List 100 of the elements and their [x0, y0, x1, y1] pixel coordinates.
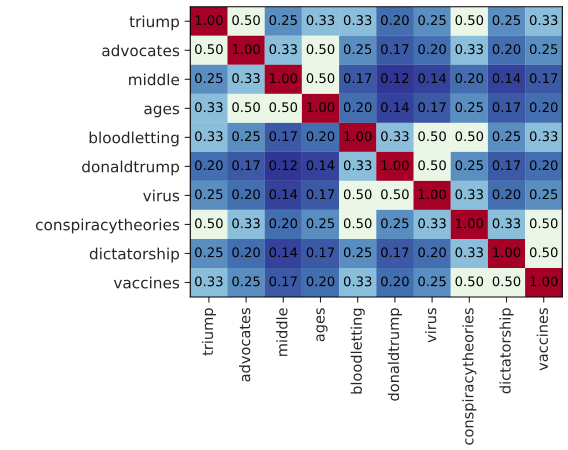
- data-label: 1.00: [196, 15, 223, 26]
- y-tick-label: dictatorship: [90, 248, 180, 262]
- x-tick-label: middle: [276, 308, 288, 356]
- x-tick-label: vaccines: [536, 308, 548, 370]
- data-label: 0.50: [418, 160, 446, 170]
- data-label: 0.20: [492, 189, 520, 200]
- data-label: 1.00: [232, 44, 260, 54]
- data-label: 1.00: [344, 131, 372, 142]
- data-label: 0.20: [530, 160, 558, 170]
- data-label: 0.14: [381, 102, 409, 112]
- data-label: 0.50: [306, 44, 334, 54]
- data-label: 0.33: [455, 189, 483, 200]
- data-label: 0.25: [232, 131, 260, 142]
- data-label: 0.20: [530, 102, 558, 112]
- x-tick-label: conspiracytheories: [462, 308, 476, 445]
- data-label: 0.25: [195, 189, 222, 200]
- data-label: 0.17: [306, 189, 334, 200]
- data-label: 0.20: [269, 218, 298, 228]
- data-label: 0.33: [381, 131, 409, 142]
- data-label: 0.33: [306, 15, 334, 26]
- data-label: 0.25: [455, 160, 483, 170]
- data-label: 0.50: [195, 44, 223, 54]
- data-label: 0.14: [418, 73, 446, 84]
- data-label: 0.50: [232, 15, 260, 26]
- y-tick-label: vaccines: [114, 276, 180, 289]
- y-tick-label: virus: [143, 190, 180, 202]
- data-label: 0.33: [344, 160, 372, 170]
- data-label: 0.20: [492, 44, 520, 54]
- data-label: 0.20: [418, 44, 446, 54]
- data-label: 0.25: [344, 247, 372, 258]
- data-label: 0.50: [455, 15, 484, 26]
- data-label: 0.33: [455, 44, 483, 54]
- data-label: 1.00: [270, 73, 298, 84]
- data-label: 0.25: [492, 15, 520, 26]
- data-label: 0.20: [195, 160, 223, 170]
- data-label: 0.50: [344, 189, 372, 200]
- data-label: 0.25: [418, 276, 446, 286]
- data-label: 0.20: [306, 131, 334, 142]
- data-label: 0.25: [195, 73, 222, 84]
- x-tick-label: ages: [316, 308, 328, 342]
- data-label: 0.20: [455, 73, 484, 84]
- data-label: 0.25: [530, 189, 558, 200]
- x-tick-label: bloodletting: [350, 308, 365, 394]
- data-label: 1.00: [456, 218, 484, 228]
- data-label: 0.12: [269, 160, 297, 170]
- data-label: 0.33: [269, 44, 297, 54]
- data-label: 0.17: [232, 160, 260, 170]
- data-label: 0.20: [418, 247, 446, 258]
- data-label: 0.17: [492, 160, 520, 170]
- data-label: 0.33: [195, 131, 223, 142]
- data-label: 0.20: [232, 189, 260, 200]
- data-label: 0.25: [344, 44, 372, 54]
- x-tick-label: virus: [425, 308, 436, 342]
- data-label: 0.25: [232, 276, 260, 286]
- data-label: 0.17: [418, 102, 446, 112]
- data-label: 0.20: [232, 247, 260, 258]
- data-label: 0.33: [344, 15, 372, 26]
- data-label: 0.20: [381, 276, 409, 286]
- data-label: 0.50: [530, 218, 558, 228]
- data-label: 0.50: [418, 131, 446, 142]
- y-tick-label: triump: [129, 15, 180, 30]
- data-label: 0.50: [530, 247, 558, 258]
- data-label: 0.50: [381, 189, 409, 200]
- data-label: 0.25: [269, 15, 297, 26]
- data-label: 0.33: [195, 276, 223, 286]
- data-label: 0.33: [455, 247, 483, 258]
- x-tick-label: donaldtrump: [388, 308, 402, 401]
- data-label: 0.50: [269, 102, 298, 112]
- data-label: 0.25: [455, 102, 483, 112]
- data-label: 0.25: [381, 218, 408, 228]
- data-label: 0.33: [418, 218, 446, 228]
- data-label: 0.17: [306, 247, 334, 258]
- data-label: 0.14: [306, 160, 334, 170]
- data-label: 0.33: [492, 218, 520, 228]
- y-tick-label: advocates: [102, 44, 180, 56]
- data-label: 0.33: [232, 218, 260, 228]
- data-label: 0.25: [530, 44, 558, 54]
- data-label: 0.20: [344, 102, 372, 112]
- data-label: 1.00: [530, 276, 558, 286]
- data-label: 0.12: [381, 73, 408, 84]
- x-tick-label: advocates: [239, 308, 250, 382]
- data-label: 1.00: [307, 102, 334, 112]
- data-label: 0.50: [492, 276, 520, 286]
- data-label: 0.50: [195, 218, 223, 228]
- data-label: 1.00: [493, 247, 520, 258]
- data-label: 0.17: [381, 247, 408, 258]
- data-label: 0.50: [232, 102, 260, 112]
- data-label: 0.14: [269, 189, 298, 200]
- data-label: 0.33: [344, 276, 372, 286]
- data-label: 0.20: [306, 276, 334, 286]
- y-tick-label: conspiracytheories: [36, 218, 180, 234]
- data-label: 0.25: [195, 247, 222, 258]
- data-label: 0.33: [530, 15, 558, 26]
- data-label: 0.25: [306, 218, 334, 228]
- y-tick-label: middle: [129, 74, 180, 86]
- data-label: 0.33: [232, 73, 260, 84]
- data-label: 0.17: [269, 276, 297, 286]
- y-tick-label: donaldtrump: [82, 160, 180, 176]
- data-label: 0.33: [530, 131, 558, 142]
- y-tick-label: bloodletting: [90, 132, 178, 146]
